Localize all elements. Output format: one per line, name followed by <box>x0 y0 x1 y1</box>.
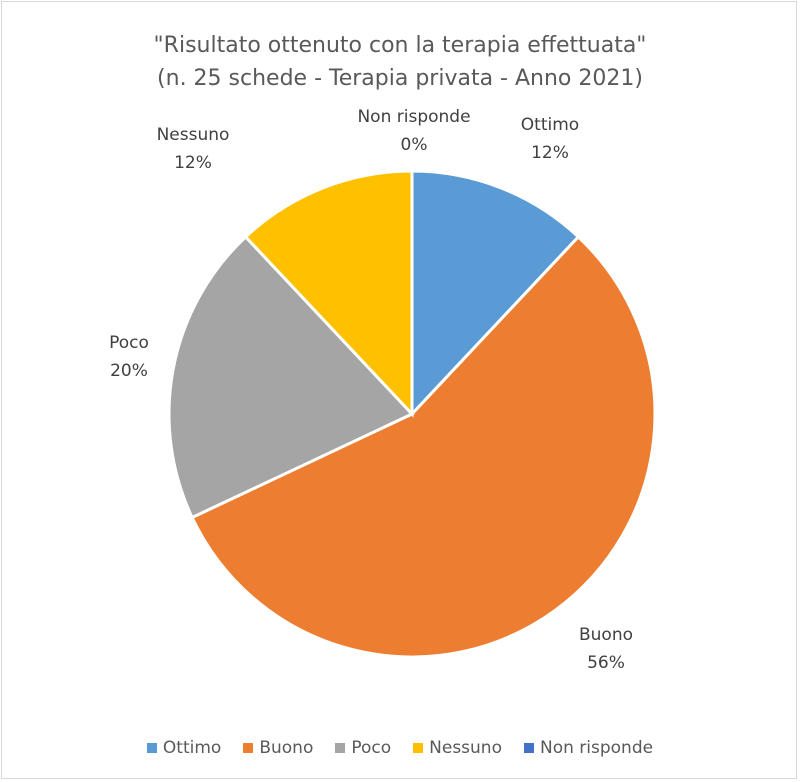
legend-item-non-risponde: Non risponde <box>523 738 654 758</box>
label-value-ottimo: 12% <box>531 143 569 163</box>
legend-label-buono: Buono <box>259 738 314 758</box>
label-name-buono: Buono <box>579 625 633 645</box>
legend-item-poco: Poco <box>335 738 391 758</box>
label-name-poco: Poco <box>109 333 149 353</box>
legend-label-nessuno: Nessuno <box>429 738 502 758</box>
label-value-poco: 20% <box>110 361 148 381</box>
label-value-non-risponde: 0% <box>401 135 428 155</box>
legend-label-ottimo: Ottimo <box>162 738 222 758</box>
slice-buono <box>190 234 657 659</box>
legend-swatch-poco <box>335 743 346 753</box>
slice-nessuno <box>243 169 414 418</box>
slice-poco <box>167 234 415 520</box>
legend: Ottimo Buono Poco Nessuno Non risponde <box>0 736 800 760</box>
label-name-nessuno: Nessuno <box>157 125 230 145</box>
pie-slices <box>167 169 657 659</box>
legend-item-buono: Buono <box>243 738 313 758</box>
legend-swatch-buono <box>243 743 254 753</box>
label-name-ottimo: Ottimo <box>521 115 579 135</box>
legend-swatch-nessuno <box>413 743 424 753</box>
chart-subtitle: (n. 25 schede - Terapia privata - Anno 2… <box>157 66 643 91</box>
label-value-buono: 56% <box>587 653 625 673</box>
legend-item-nessuno: Nessuno <box>413 738 502 758</box>
slice-ottimo <box>410 169 581 418</box>
label-name-non-risponde: Non risponde <box>357 107 470 127</box>
legend-item-ottimo: Ottimo <box>146 738 222 758</box>
legend-label-poco: Poco <box>351 738 392 758</box>
chart-title: "Risultato ottenuto con la terapia effet… <box>153 33 647 58</box>
legend-swatch-non-risponde <box>523 743 534 753</box>
data-labels: Ottimo 12% Buono 56% Poco 20% Nessuno 12% Non ri… <box>109 107 633 673</box>
label-value-nessuno: 12% <box>174 153 212 173</box>
legend-swatch-ottimo <box>146 743 157 753</box>
legend-label-non-risponde: Non risponde <box>539 738 654 758</box>
